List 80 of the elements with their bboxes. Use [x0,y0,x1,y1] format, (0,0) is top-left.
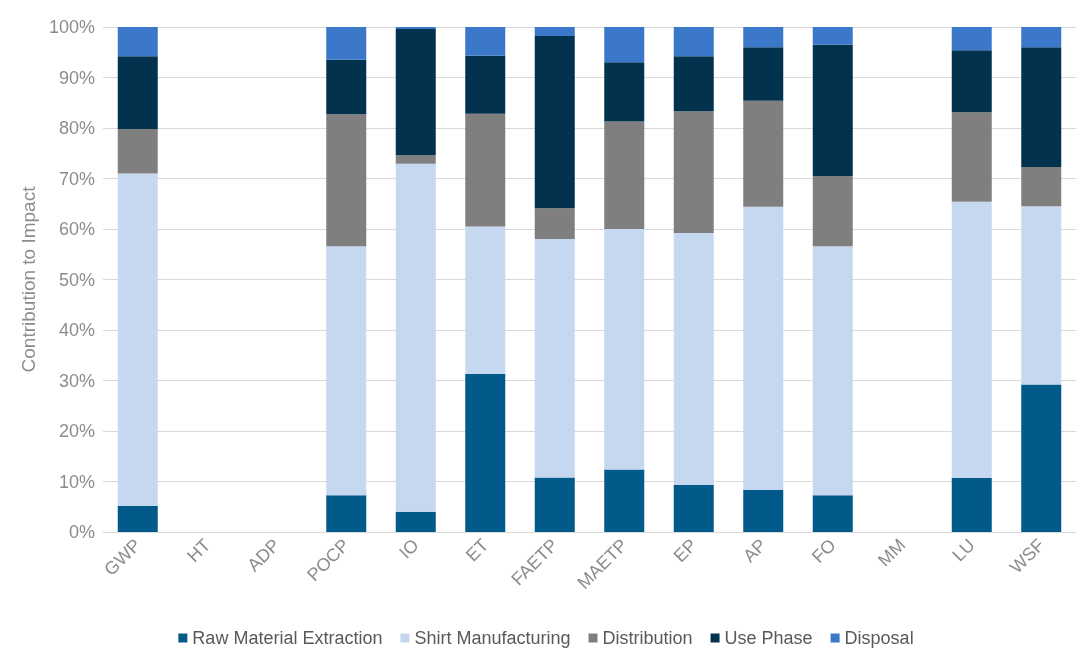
legend-label: Distribution [602,628,693,648]
bar [1021,384,1062,532]
bar [465,373,506,532]
bar [743,490,784,532]
y-tick-label: 50% [58,269,95,290]
bar [951,201,992,478]
bar [117,173,158,506]
bar [673,56,714,112]
bar [1021,166,1062,207]
y-tick-label: 40% [58,320,95,340]
bar [534,239,575,478]
y-tick-label: 100% [48,17,95,37]
bar [673,27,714,57]
y-tick-label: 20% [58,421,95,441]
bar [673,111,714,234]
bar [395,511,436,532]
bar [604,62,645,122]
bar [812,246,853,496]
bar [951,27,992,51]
bar [534,27,575,37]
bar [812,495,853,532]
bar [117,56,158,130]
x-tick-label: FO [808,534,840,567]
y-tick-label: 30% [58,370,95,391]
x-tick-label: EP [669,534,701,567]
y-tick-label: 80% [58,118,95,138]
bar [1021,206,1062,385]
x-tick-label: HT [183,534,215,567]
x-tick-label: LU [948,534,979,566]
y-tick-label: 0% [68,522,95,542]
y-tick-label: 10% [58,471,95,492]
bar [1021,47,1062,167]
bar [395,155,436,164]
bar [951,50,992,113]
bar [812,175,853,247]
bar [673,485,714,532]
legend-label: Disposal [844,628,914,648]
bar [604,121,645,229]
bar [117,129,158,174]
bar [743,100,784,207]
bar [534,36,575,209]
bar [743,206,784,491]
y-axis-title: Contribution to Impact [18,185,40,373]
y-tick-label: 90% [58,67,95,88]
bar [395,29,436,156]
bar [117,27,158,57]
bar [743,27,784,48]
bar [604,229,645,470]
bar [465,113,506,227]
bar [326,114,367,247]
bar [326,246,367,496]
bar [673,233,714,486]
bar [743,47,784,101]
bar [604,27,645,63]
bar [117,505,158,532]
bar [812,27,853,45]
x-tick-label: AP [739,534,771,567]
bar [534,477,575,532]
bar [326,59,367,115]
bar [326,27,367,60]
bar [604,469,645,532]
bar [465,27,506,56]
bar [465,55,506,114]
x-tick-label: ET [461,534,493,566]
bar [812,44,853,176]
y-tick-label: 70% [58,168,95,189]
bar [395,27,436,30]
bar [465,226,506,374]
bar [951,477,992,532]
x-tick-label: MM [873,534,910,571]
bar [1021,27,1062,48]
bar [951,112,992,202]
bar [534,208,575,240]
x-tick-label: IO [395,534,423,563]
y-tick-label: 60% [58,219,95,239]
bar [395,163,436,512]
bar [326,495,367,532]
legend-label: Shirt Manufacturing [414,628,571,648]
legend-label: Use Phase [724,628,813,648]
legend-label: Raw Material Extraction [192,628,383,648]
